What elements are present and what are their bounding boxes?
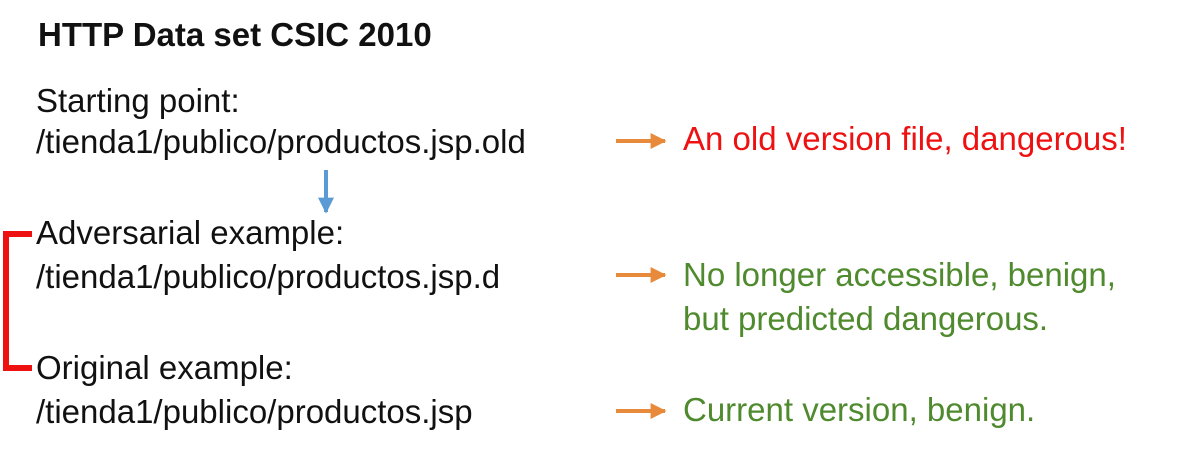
adversarial-example-note-line-2: but predicted dangerous. [683,300,1049,337]
original-example-label: Original example: [36,349,293,386]
adversarial-example-label: Adversarial example: [36,214,345,251]
adversarial-example-note-line-1: No longer accessible, benign, [683,256,1116,293]
starting-point-label: Starting point: [36,82,240,119]
adversarial-example-path: /tienda1/publico/productos.jsp.d [36,258,501,295]
starting-point-note: An old version file, dangerous! [683,120,1127,157]
starting-point-path: /tienda1/publico/productos.jsp.old [36,123,526,160]
original-example-path: /tienda1/publico/productos.jsp [36,393,473,430]
comparison-bracket [3,231,32,371]
page-title: HTTP Data set CSIC 2010 [38,16,432,53]
original-example-note: Current version, benign. [683,391,1036,428]
